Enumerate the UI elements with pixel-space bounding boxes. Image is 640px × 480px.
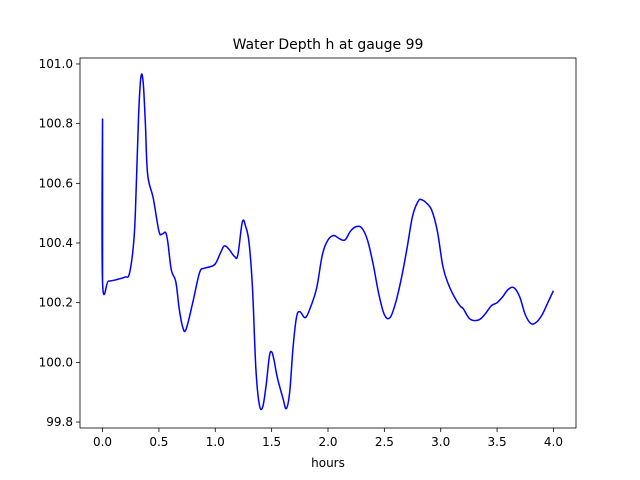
y-tick-label: 99.8 xyxy=(46,415,73,429)
y-tick-label: 100.6 xyxy=(39,176,73,190)
x-tick-label: 1.0 xyxy=(206,435,225,449)
y-tick-label: 100.4 xyxy=(39,236,73,250)
y-tick-label: 100.2 xyxy=(39,296,73,310)
x-tick-label: 3.5 xyxy=(488,435,507,449)
y-tick-label: 100.0 xyxy=(39,355,73,369)
x-tick-label: 2.5 xyxy=(375,435,394,449)
x-tick-label: 3.0 xyxy=(431,435,450,449)
x-tick-label: 0.0 xyxy=(93,435,112,449)
x-axis-label: hours xyxy=(311,456,345,470)
x-tick-label: 2.0 xyxy=(318,435,337,449)
x-tick-label: 0.5 xyxy=(149,435,168,449)
x-tick-label: 4.0 xyxy=(544,435,563,449)
chart-title: Water Depth h at gauge 99 xyxy=(233,37,424,53)
y-tick-label: 101.0 xyxy=(39,57,73,71)
y-tick-label: 100.8 xyxy=(39,117,73,131)
x-tick-label: 1.5 xyxy=(262,435,281,449)
